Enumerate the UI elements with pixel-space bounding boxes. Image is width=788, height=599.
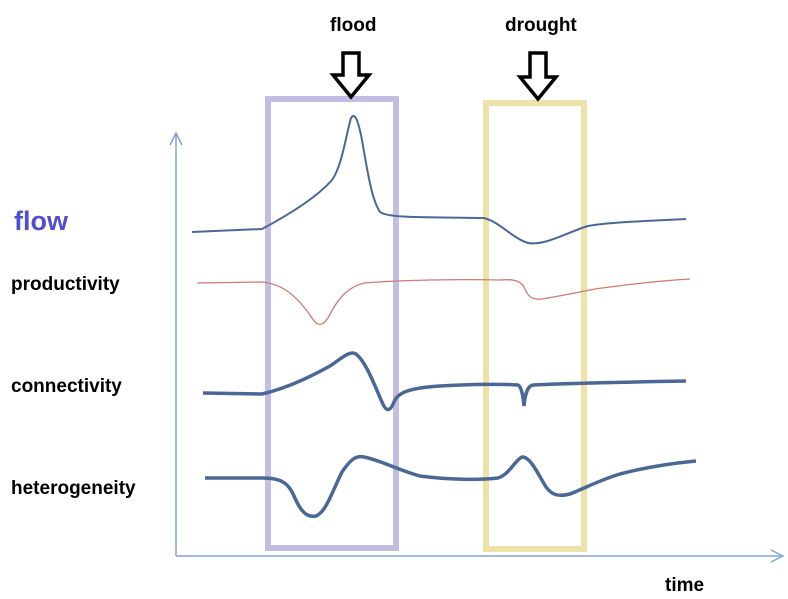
flood-period-box: [265, 96, 399, 551]
flow-curve: [191, 115, 687, 245]
flood-label: flood: [330, 15, 377, 36]
heterogeneity-curve: [205, 454, 697, 519]
productivity-curve: [196, 278, 691, 326]
connectivity-label: connectivity: [11, 376, 122, 397]
axes: [169, 131, 785, 563]
time-axis-label: time: [665, 575, 705, 596]
drought-period-box: [483, 100, 587, 552]
productivity-label: productivity: [11, 274, 120, 295]
connectivity-curve: [202, 351, 687, 412]
x-axis-arrowhead: [770, 549, 785, 563]
drought-arrow-icon: [516, 51, 560, 102]
drought-label: drought: [505, 15, 577, 36]
heterogeneity-label: heterogeneity: [11, 478, 136, 499]
flood-arrow-icon: [329, 51, 373, 100]
y-axis-arrowhead: [169, 131, 183, 146]
flow-label: flow: [14, 206, 68, 236]
